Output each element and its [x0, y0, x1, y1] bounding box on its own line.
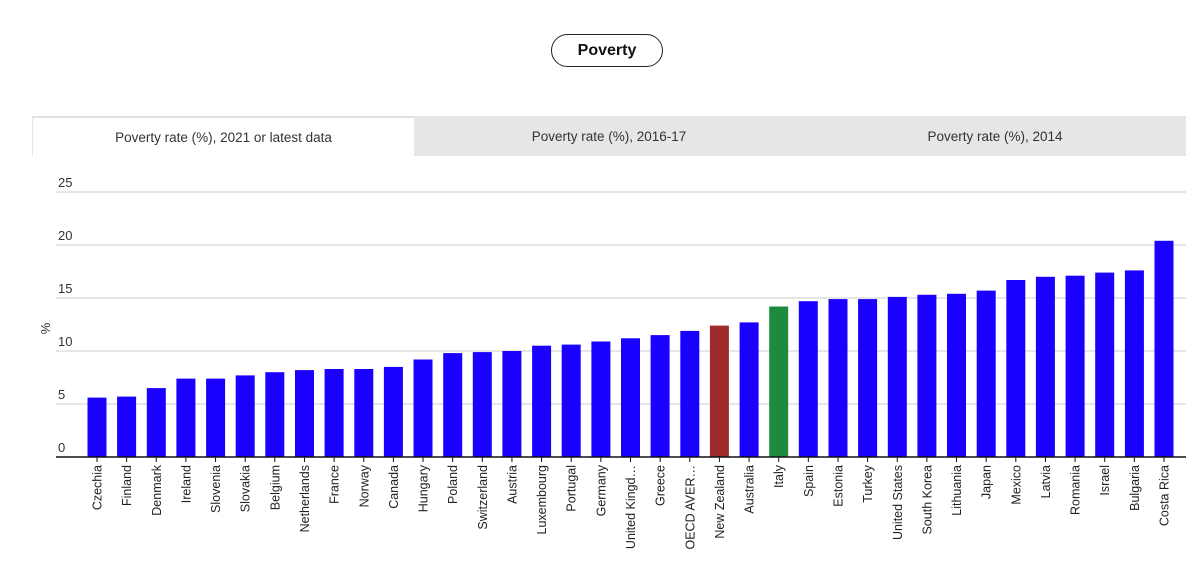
category-label: Turkey — [861, 464, 875, 502]
bar-switzerland[interactable] — [472, 352, 492, 457]
bar-mexico[interactable] — [1006, 280, 1026, 457]
category-label: New Zealand — [713, 465, 727, 539]
category-label: Finland — [120, 465, 134, 506]
category-label: Germany — [594, 464, 608, 516]
grid-lines — [56, 191, 1186, 405]
category-label: Czechia — [91, 465, 105, 510]
category-labels: Czechia Finland Denmark Ireland Slovenia Slov… — [91, 457, 1172, 550]
bar-oecd-aver[interactable] — [680, 330, 700, 457]
category-label: Lithuania — [950, 465, 964, 516]
category-label: Denmark — [150, 464, 164, 515]
category-label: Luxembourg — [535, 465, 549, 535]
y-tick-label: 15 — [58, 281, 72, 296]
y-axis-label: % — [38, 322, 53, 334]
bar-south-korea[interactable] — [917, 294, 937, 457]
bar-romania[interactable] — [1065, 275, 1085, 457]
category-label: Belgium — [268, 465, 282, 510]
category-label: Poland — [446, 465, 460, 504]
bar-norway[interactable] — [354, 369, 374, 457]
bar-canada[interactable] — [383, 366, 403, 457]
bar-israel[interactable] — [1095, 272, 1115, 457]
bar-italy[interactable] — [769, 306, 789, 458]
bar-czechia[interactable] — [87, 397, 107, 457]
bar-ireland[interactable] — [176, 378, 196, 457]
category-label: Norway — [357, 464, 371, 507]
bar-slovakia[interactable] — [235, 375, 255, 457]
tab-poverty-rate-2014[interactable]: Poverty rate (%), 2014 — [927, 128, 1063, 144]
bar-belgium[interactable] — [265, 372, 285, 457]
category-label: Japan — [980, 465, 994, 499]
category-label: Hungary — [417, 464, 431, 512]
category-label: United States — [891, 465, 905, 540]
bar-united-states[interactable] — [887, 296, 907, 457]
category-label: South Korea — [920, 465, 934, 535]
category-label: Costa Rica — [1158, 465, 1172, 526]
bar-netherlands[interactable] — [295, 370, 314, 457]
bar-greece[interactable] — [650, 335, 670, 457]
category-label: Italy — [772, 464, 786, 488]
category-label: United Kingd… — [624, 465, 638, 549]
bar-latvia[interactable] — [1035, 276, 1055, 457]
tab-poverty-rate-2021[interactable]: Poverty rate (%), 2021 or latest data — [32, 116, 414, 156]
bar-australia[interactable] — [739, 322, 759, 457]
tab-bar: Poverty rate (%), 2021 or latest data Po… — [32, 116, 1186, 156]
bar-united-kingd[interactable] — [621, 338, 640, 457]
y-tick-label: 10 — [58, 334, 72, 349]
category-label: Estonia — [831, 465, 845, 507]
poverty-pill-button[interactable]: Poverty — [551, 34, 663, 67]
bar-estonia[interactable] — [828, 299, 848, 457]
category-label: Greece — [654, 465, 668, 506]
y-tick-label: 0 — [58, 440, 65, 455]
category-label: Canada — [387, 465, 401, 509]
category-label: Australia — [743, 465, 757, 514]
bar-japan[interactable] — [976, 290, 996, 457]
bar-bulgaria[interactable] — [1124, 270, 1144, 457]
bar-france[interactable] — [324, 369, 344, 457]
category-label: Latvia — [1039, 465, 1053, 498]
category-label: Slovenia — [209, 465, 223, 513]
y-tick-label: 20 — [58, 228, 72, 243]
category-label: Mexico — [1009, 465, 1023, 505]
bar-luxembourg[interactable] — [532, 345, 552, 457]
category-label: Bulgaria — [1128, 465, 1142, 511]
category-label: Switzerland — [476, 465, 490, 530]
bar-lithuania[interactable] — [947, 293, 966, 457]
category-label: Netherlands — [298, 465, 312, 532]
category-label: Slovakia — [239, 465, 253, 512]
y-tick-label: 5 — [58, 387, 65, 402]
category-label: Israel — [1098, 465, 1112, 496]
bar-finland[interactable] — [117, 396, 137, 457]
bars — [87, 240, 1174, 458]
category-label: Austria — [505, 465, 519, 504]
bar-germany[interactable] — [591, 341, 611, 458]
category-label: France — [328, 465, 342, 504]
category-label: Portugal — [565, 465, 579, 512]
category-label: Spain — [802, 465, 816, 497]
bar-slovenia[interactable] — [206, 378, 226, 457]
bar-spain[interactable] — [798, 301, 818, 457]
bar-hungary[interactable] — [413, 359, 433, 458]
bar-poland[interactable] — [443, 353, 463, 457]
y-tick-label: 25 — [58, 175, 72, 190]
bar-chart: 0 5 10 15 20 25 % Czechia Finland Denmark Irelan… — [38, 175, 1186, 550]
category-label: OECD AVER… — [683, 465, 697, 550]
category-label: Ireland — [179, 465, 193, 503]
bar-new-zealand[interactable] — [709, 325, 729, 457]
bar-austria[interactable] — [502, 351, 522, 457]
bar-costa-rica[interactable] — [1154, 240, 1174, 457]
tab-poverty-rate-2016-17[interactable]: Poverty rate (%), 2016-17 — [531, 128, 687, 144]
y-axis-ticks: 0 5 10 15 20 25 — [58, 175, 72, 455]
bar-turkey[interactable] — [858, 299, 878, 457]
bar-portugal[interactable] — [561, 344, 581, 457]
bar-denmark[interactable] — [146, 388, 166, 457]
category-label: Romania — [1069, 465, 1083, 515]
